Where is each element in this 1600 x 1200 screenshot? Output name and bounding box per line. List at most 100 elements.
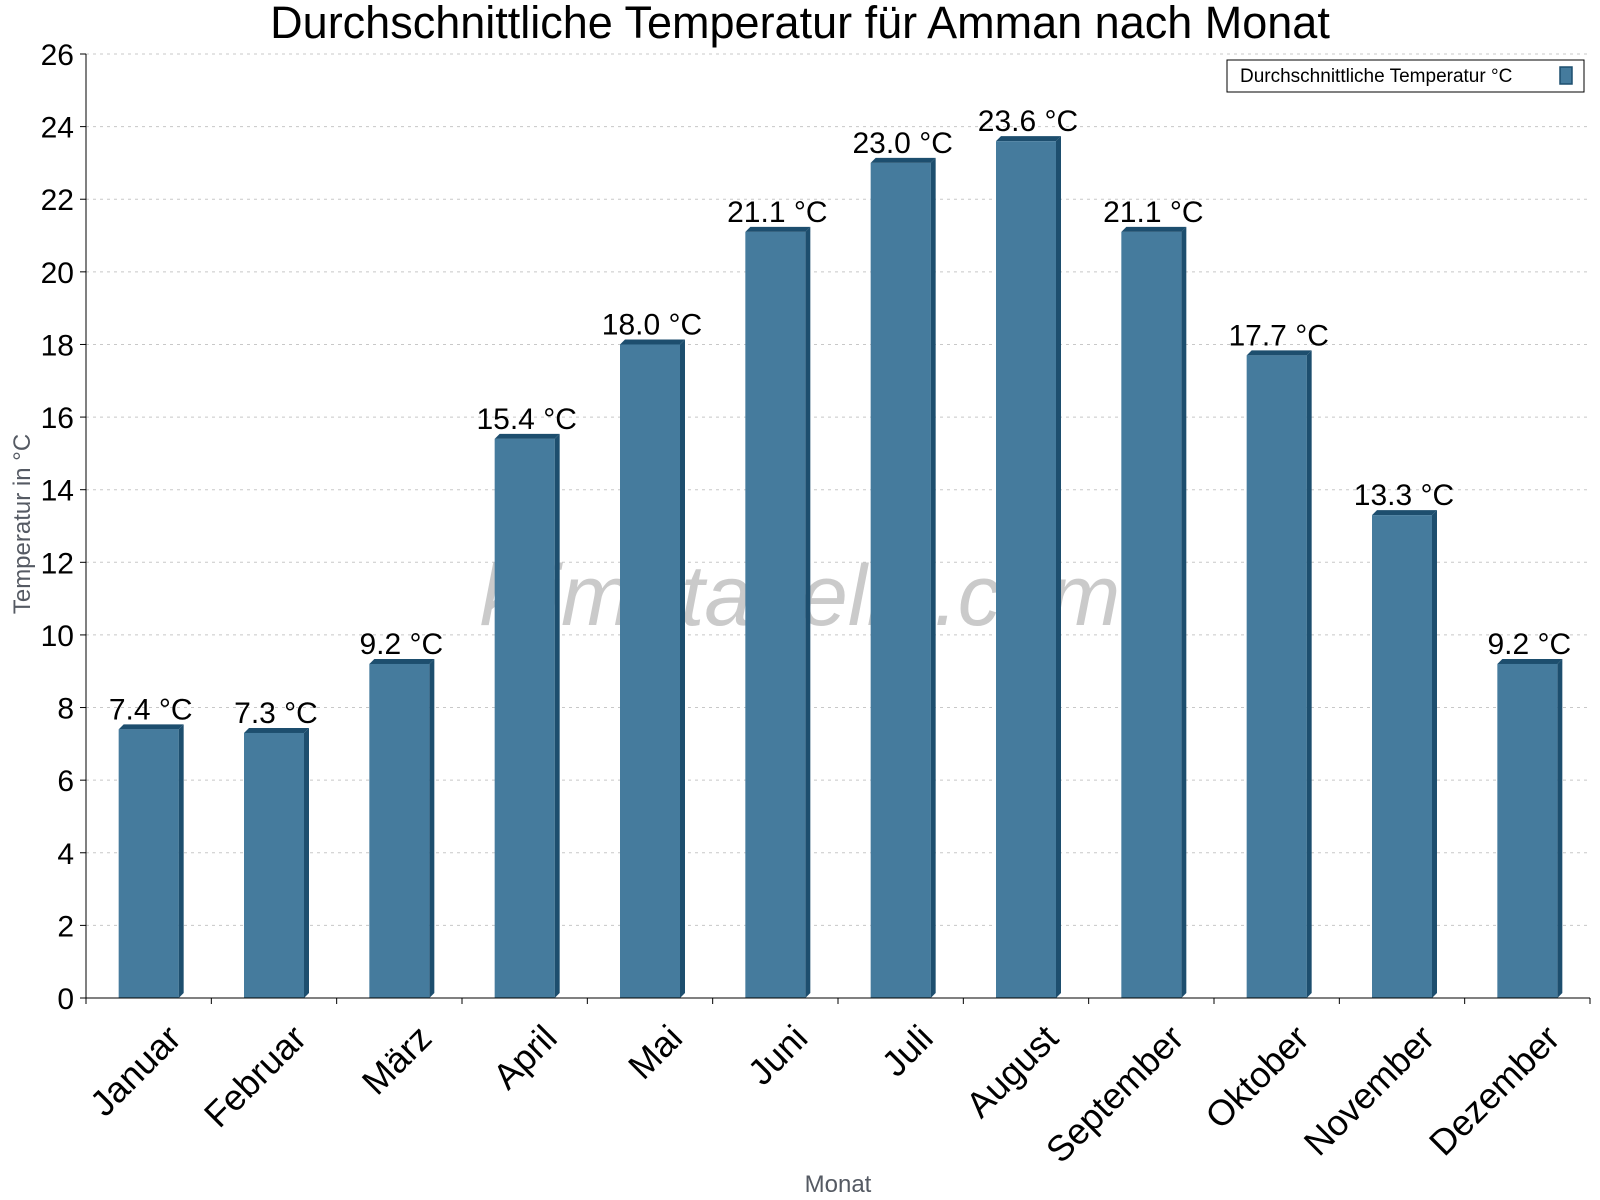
bar (118, 729, 179, 998)
data-label: 7.4 °C (109, 693, 193, 726)
y-axis-title: Temperatur in °C (9, 434, 36, 614)
bar-side (1306, 350, 1312, 998)
y-tick-label: 20 (41, 257, 74, 290)
x-tick-label: Oktober (1197, 1017, 1317, 1137)
data-label: 17.7 °C (1228, 319, 1328, 352)
y-tick-label: 22 (41, 184, 74, 217)
bar-april (494, 433, 560, 998)
bar-side (1056, 136, 1061, 999)
x-axis-tick-labels: Januar Februar März April Mai Juni Juli AugustS… (82, 1017, 1568, 1171)
bar-top (745, 226, 811, 232)
bar-mai (620, 339, 685, 998)
bar-top (870, 157, 936, 163)
data-label: 21.1 °C (1103, 196, 1203, 229)
bar-top (1372, 510, 1437, 516)
x-tick-label: Mai (620, 1017, 690, 1087)
data-label: 9.2 °C (359, 628, 443, 661)
data-label: 21.1 °C (727, 196, 827, 229)
y-tick-label: 24 (41, 112, 74, 145)
bar-februar (244, 727, 309, 998)
bar (996, 141, 1056, 999)
bar-august (996, 136, 1061, 999)
x-axis-title: Monat (805, 1171, 872, 1198)
data-label: 23.0 °C (852, 127, 952, 160)
bar (620, 344, 680, 998)
y-tick-label: 2 (57, 910, 74, 943)
y-tick-label: 14 (41, 475, 74, 508)
bar-side (429, 658, 435, 998)
bar-top (996, 136, 1061, 142)
y-tick-label: 10 (41, 620, 74, 653)
gridlines (86, 53, 1590, 926)
data-label: 23.6 °C (978, 105, 1078, 138)
bar-side (805, 226, 811, 998)
bar (1372, 515, 1432, 998)
bar-top (1121, 226, 1187, 232)
bar-top (494, 433, 560, 439)
bar-top (620, 339, 685, 345)
x-tick-label: September (1038, 1017, 1192, 1171)
bar-märz (369, 658, 435, 998)
x-tick-label: Juni (740, 1017, 816, 1093)
y-tick-label: 8 (57, 693, 74, 726)
axes (80, 53, 1591, 1004)
bar-top (1497, 658, 1563, 664)
data-label: 15.4 °C (476, 403, 576, 436)
bar-side (554, 433, 560, 998)
data-label: 9.2 °C (1487, 628, 1571, 661)
data-label: 18.0 °C (602, 308, 702, 341)
legend: Durchschnittliche Temperatur °C (1226, 59, 1585, 93)
x-tick-label: August (958, 1017, 1066, 1125)
bar (494, 438, 555, 998)
bar-side (680, 339, 685, 998)
y-tick-label: 4 (57, 838, 74, 871)
x-tick-label: Februar (196, 1017, 314, 1135)
bar-januar (118, 724, 184, 998)
y-tick-label: 0 (57, 983, 74, 1016)
x-tick-label: November (1296, 1017, 1442, 1163)
bar (1121, 231, 1182, 998)
bars (118, 136, 1563, 999)
bar (745, 231, 806, 998)
bar-dezember (1497, 658, 1563, 998)
y-tick-label: 6 (57, 765, 74, 798)
bar-top (118, 724, 184, 730)
legend-swatch (1559, 66, 1573, 85)
bar (244, 732, 304, 998)
bar-juni (745, 226, 811, 998)
bar (369, 663, 430, 998)
bar-side (304, 727, 309, 998)
bar-side (178, 724, 184, 998)
bar-juli (870, 157, 936, 998)
bar-side (1181, 226, 1187, 998)
bar-top (244, 727, 309, 733)
y-tick-label: 18 (41, 329, 74, 362)
bar-side (1432, 510, 1437, 998)
data-labels: 7.4 °C 7.3 °C 9.2 °C 15.4 °C 18.0 °C 21.1 °C 2… (109, 105, 1571, 730)
legend-box (1226, 59, 1585, 93)
bar-side (1557, 658, 1563, 998)
x-tick-label: April (485, 1017, 565, 1097)
bar-september (1121, 226, 1187, 998)
y-tick-label: 16 (41, 402, 74, 435)
bar (1497, 663, 1558, 998)
chart-title: Durchschnittliche Temperatur für Amman n… (270, 0, 1330, 48)
bar-side (930, 157, 936, 998)
data-label: 13.3 °C (1354, 479, 1454, 512)
bar-top (1246, 350, 1312, 356)
bar-november (1372, 510, 1437, 998)
data-label: 7.3 °C (234, 697, 318, 730)
bar-top (369, 658, 435, 664)
y-tick-label: 26 (41, 39, 74, 72)
bar (870, 162, 931, 998)
x-tick-label: März (354, 1017, 440, 1103)
x-tick-label: Januar (82, 1017, 189, 1124)
bar (1246, 355, 1307, 998)
legend-label: Durchschnittliche Temperatur °C (1240, 66, 1512, 87)
y-tick-label: 12 (41, 547, 74, 580)
bar-oktober (1246, 350, 1312, 998)
x-tick-label: Juli (873, 1017, 940, 1084)
x-tick-label: Dezember (1421, 1017, 1567, 1163)
